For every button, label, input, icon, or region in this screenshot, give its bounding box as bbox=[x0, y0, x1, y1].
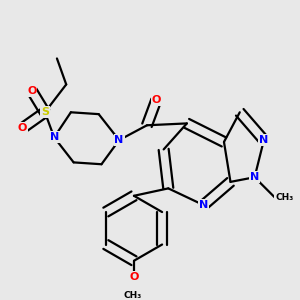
Text: N: N bbox=[250, 172, 259, 182]
Text: O: O bbox=[152, 95, 161, 105]
Text: CH₃: CH₃ bbox=[123, 291, 142, 300]
Text: N: N bbox=[259, 135, 268, 145]
Text: O: O bbox=[27, 86, 37, 96]
Text: N: N bbox=[115, 135, 124, 145]
Text: O: O bbox=[18, 123, 27, 133]
Text: CH₃: CH₃ bbox=[275, 193, 293, 202]
Text: S: S bbox=[41, 107, 49, 117]
Text: N: N bbox=[50, 132, 59, 142]
Text: O: O bbox=[129, 272, 139, 281]
Text: N: N bbox=[199, 200, 208, 210]
